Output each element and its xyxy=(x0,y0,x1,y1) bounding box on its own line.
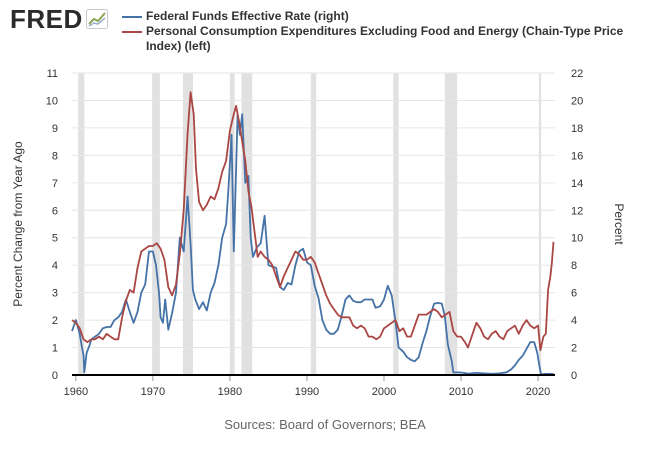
y-left-tick-label: 9 xyxy=(52,123,58,135)
legend-item-fed-funds[interactable]: Federal Funds Effective Rate (right) xyxy=(122,9,642,24)
y-right-tick-label: 8 xyxy=(571,260,577,272)
x-tick-label: 1990 xyxy=(295,386,319,398)
y-right-axis-title: Percent xyxy=(612,203,626,245)
x-tick-label: 2000 xyxy=(372,386,396,398)
recession-band-0 xyxy=(78,73,85,375)
y-right-tick-label: 0 xyxy=(571,370,577,382)
x-tick-label: 2010 xyxy=(449,386,473,398)
y-left-tick-label: 7 xyxy=(52,178,58,190)
x-tick-label: 1970 xyxy=(141,386,165,398)
y-left-tick-label: 6 xyxy=(52,205,58,217)
y-left-tick-label: 3 xyxy=(52,288,58,300)
recession-band-3 xyxy=(229,73,235,375)
x-tick-label: 1980 xyxy=(218,386,242,398)
fred-chart-icon xyxy=(85,9,108,29)
recession-band-7 xyxy=(444,73,458,375)
legend-swatch-fed-funds xyxy=(122,16,142,18)
fred-logo-text: FRED xyxy=(10,4,83,34)
y-right-tick-label: 10 xyxy=(571,233,583,245)
y-left-tick-label: 5 xyxy=(52,233,58,245)
y-left-tick-label: 10 xyxy=(46,95,58,107)
recession-band-8 xyxy=(538,73,542,375)
source-note: Sources: Board of Governors; BEA xyxy=(224,417,426,432)
recession-band-1 xyxy=(152,73,160,375)
recession-band-6 xyxy=(393,73,399,375)
y-left-tick-label: 0 xyxy=(52,370,58,382)
chart-legend: Federal Funds Effective Rate (right) Per… xyxy=(122,9,642,54)
recession-band-2 xyxy=(182,73,193,375)
y-right-tick-label: 12 xyxy=(571,205,583,217)
y-right-tick-label: 22 xyxy=(571,68,583,80)
y-left-tick-label: 11 xyxy=(47,68,58,80)
y-left-tick-label: 8 xyxy=(52,150,58,162)
y-left-axis-title: Percent Change from Year Ago xyxy=(11,141,25,307)
y-right-tick-label: 6 xyxy=(571,288,577,300)
y-left-tick-label: 1 xyxy=(52,343,58,355)
recession-band-4 xyxy=(241,73,253,375)
y-left-tick-label: 2 xyxy=(52,315,58,327)
legend-label-pce: Personal Consumption Expenditures Exclud… xyxy=(146,24,624,53)
legend-label-fed-funds: Federal Funds Effective Rate (right) xyxy=(146,9,349,23)
y-right-tick-label: 2 xyxy=(571,343,577,355)
y-left-tick-label: 4 xyxy=(52,260,58,272)
recession-band-5 xyxy=(310,73,317,375)
y-right-tick-label: 16 xyxy=(571,150,583,162)
y-right-tick-label: 4 xyxy=(571,315,577,327)
y-right-tick-label: 20 xyxy=(571,95,583,107)
x-tick-label: 1960 xyxy=(64,386,88,398)
series-line-fed-funds xyxy=(71,113,554,376)
legend-swatch-pce xyxy=(122,31,142,33)
fred-logo[interactable]: FRED xyxy=(10,6,108,32)
legend-item-pce[interactable]: Personal Consumption Expenditures Exclud… xyxy=(122,24,642,54)
y-right-tick-label: 18 xyxy=(571,123,583,135)
series-line-pce xyxy=(71,91,555,352)
x-tick-label: 2020 xyxy=(526,386,550,398)
y-right-tick-label: 14 xyxy=(571,178,583,190)
